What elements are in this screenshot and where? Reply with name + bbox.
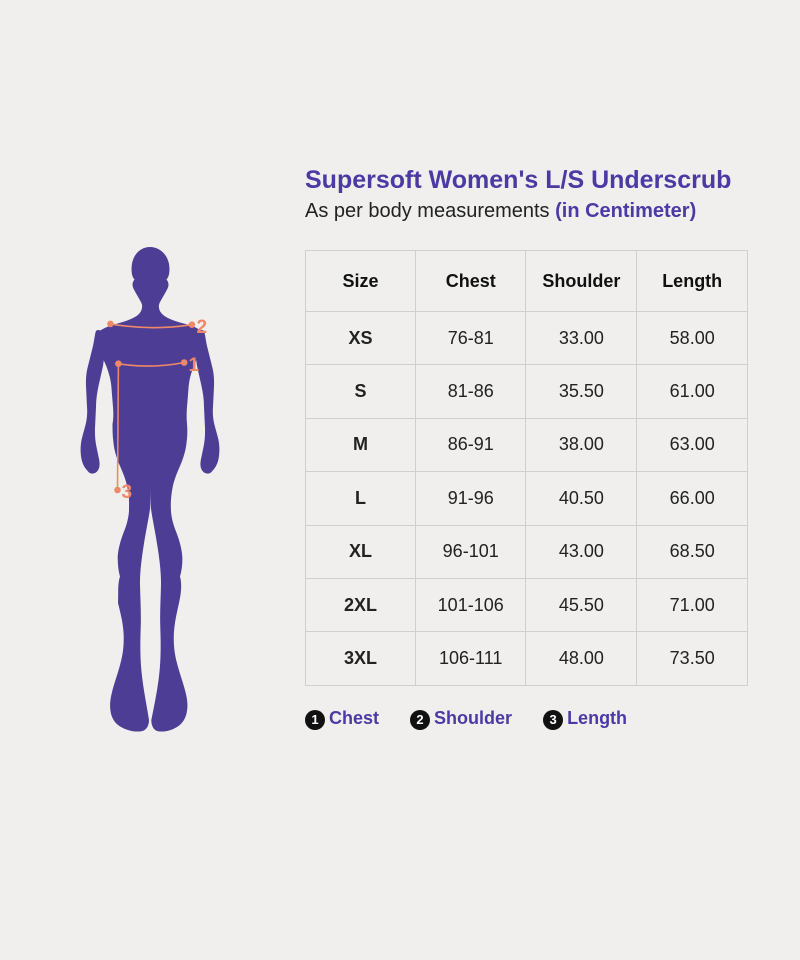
svg-text:1: 1: [189, 355, 200, 376]
svg-text:3: 3: [122, 482, 133, 503]
svg-text:2: 2: [197, 317, 208, 338]
